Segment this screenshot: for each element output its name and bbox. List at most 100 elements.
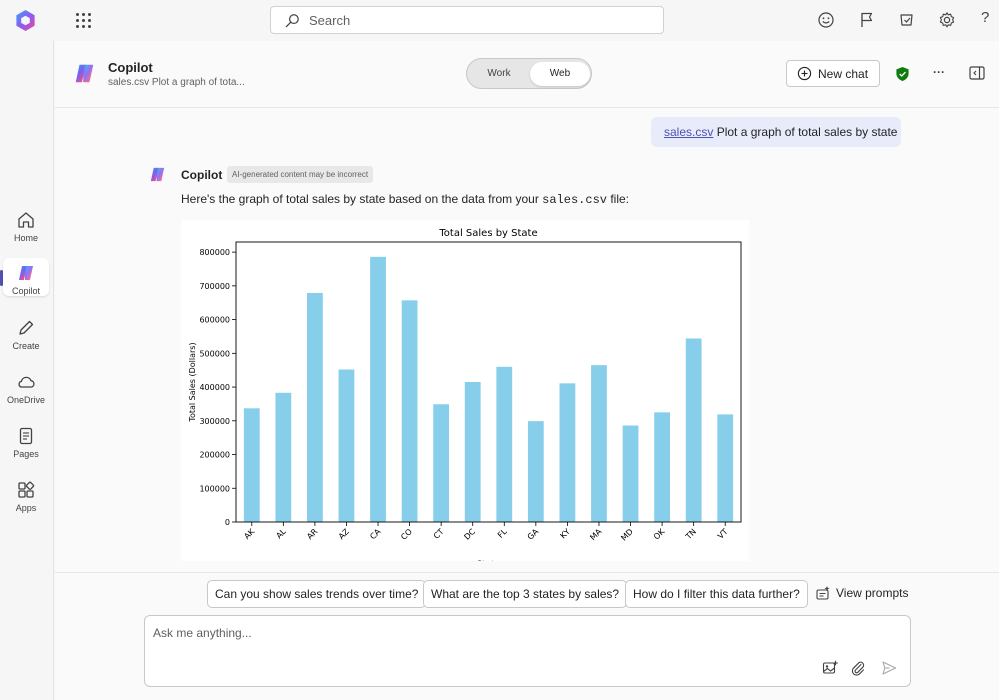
search-box[interactable] bbox=[270, 6, 664, 34]
attach-icon[interactable] bbox=[850, 660, 866, 676]
sales-chart[interactable]: Total Sales by State 0 100000 200000 300000 4… bbox=[181, 220, 749, 561]
app-launcher-icon[interactable] bbox=[73, 10, 93, 30]
feedback-smiley-icon[interactable] bbox=[817, 11, 835, 29]
cloud-icon bbox=[18, 376, 35, 388]
active-indicator bbox=[0, 270, 3, 286]
bar-ga bbox=[527, 421, 544, 522]
add-image-icon[interactable] bbox=[822, 660, 838, 676]
view-prompts-button[interactable]: View prompts bbox=[815, 583, 908, 603]
y-tick-label: 0 bbox=[225, 518, 230, 527]
rail-label: Create bbox=[12, 341, 40, 351]
chat-title: Copilot bbox=[108, 60, 153, 75]
bar-ar bbox=[307, 292, 323, 522]
bar-ca bbox=[370, 256, 386, 522]
rail-label: Pages bbox=[13, 449, 39, 459]
divider bbox=[55, 572, 999, 573]
rail-item-apps[interactable]: Apps bbox=[3, 473, 49, 513]
user-message: sales.csv Plot a graph of total sales by… bbox=[651, 117, 901, 147]
y-tick-label: 200000 bbox=[199, 451, 230, 460]
bar-vt bbox=[717, 414, 734, 522]
toggle-work[interactable]: Work bbox=[487, 68, 511, 79]
send-icon[interactable] bbox=[881, 660, 897, 676]
new-chat-label: New chat bbox=[818, 66, 869, 81]
y-tick-label: 800000 bbox=[199, 248, 230, 257]
rail-item-copilot[interactable]: Copilot bbox=[3, 258, 49, 296]
rail-label: OneDrive bbox=[6, 395, 45, 405]
bar-md bbox=[622, 425, 639, 522]
x-tick-label: CO bbox=[399, 527, 414, 542]
rail-item-home[interactable]: Home bbox=[3, 203, 49, 243]
pen-icon bbox=[19, 320, 34, 335]
x-tick-label: MA bbox=[588, 527, 603, 542]
x-axis-label: State bbox=[477, 560, 501, 561]
y-tick-label: 100000 bbox=[199, 484, 230, 493]
x-tick-label: GA bbox=[526, 527, 541, 542]
tasks-icon[interactable] bbox=[898, 11, 916, 29]
ai-disclaimer-badge: AI-generated content may be incorrect bbox=[227, 166, 374, 183]
bot-text-after: file: bbox=[606, 192, 629, 206]
work-web-toggle[interactable]: Work Web bbox=[466, 58, 592, 89]
main-pane: Copilot sales.csv Plot a graph of tota..… bbox=[55, 41, 999, 700]
x-tick-label: OK bbox=[652, 527, 667, 542]
chat-input-box[interactable] bbox=[144, 615, 911, 687]
shield-icon[interactable] bbox=[895, 66, 910, 82]
bot-message-text: Here's the graph of total sales by state… bbox=[181, 192, 629, 207]
bar-co bbox=[401, 300, 418, 522]
left-rail: Home Copilot Create OneDrive bbox=[0, 41, 54, 700]
suggestion-chip[interactable]: How do I filter this data further? bbox=[625, 580, 808, 608]
bar-ak bbox=[243, 408, 260, 522]
pages-icon bbox=[19, 427, 33, 445]
help-icon[interactable]: ? bbox=[981, 9, 990, 26]
rail-item-onedrive[interactable]: OneDrive bbox=[3, 365, 49, 405]
rail-label: Home bbox=[13, 233, 38, 243]
new-chat-button[interactable]: New chat bbox=[786, 60, 880, 87]
y-tick-label: 500000 bbox=[199, 349, 230, 358]
bar-az bbox=[338, 369, 355, 522]
bar-chart-svg: Total Sales by State 0 100000 200000 300000 4… bbox=[188, 228, 742, 561]
suggestion-chip[interactable]: What are the top 3 states by sales? bbox=[423, 580, 628, 608]
file-link[interactable]: sales.csv bbox=[664, 125, 714, 139]
search-icon bbox=[285, 13, 299, 27]
m365-logo-icon[interactable] bbox=[14, 9, 37, 32]
x-tick-label: FL bbox=[496, 527, 509, 540]
bar-tn bbox=[685, 338, 702, 522]
bar-ok bbox=[654, 412, 670, 522]
bar-ma bbox=[591, 365, 607, 522]
rail-item-pages[interactable]: Pages bbox=[3, 419, 49, 459]
y-tick-label: 700000 bbox=[199, 282, 230, 291]
flag-icon[interactable] bbox=[858, 11, 876, 29]
copilot-avatar-icon bbox=[150, 167, 165, 182]
x-tick-label: TN bbox=[683, 527, 698, 542]
rail-label: Copilot bbox=[11, 286, 40, 296]
chart-title: Total Sales by State bbox=[438, 228, 537, 239]
y-tick-label: 300000 bbox=[199, 417, 230, 426]
plot-frame bbox=[235, 241, 742, 523]
side-panel-icon[interactable] bbox=[969, 66, 985, 80]
bar-ct bbox=[433, 404, 450, 522]
bar-fl bbox=[496, 366, 513, 522]
suggestion-chip[interactable]: Can you show sales trends over time? bbox=[207, 580, 427, 608]
y-tick-label: 400000 bbox=[199, 383, 230, 392]
chat-header: Copilot sales.csv Plot a graph of tota..… bbox=[55, 41, 999, 108]
rail-label: Apps bbox=[15, 503, 37, 513]
more-options-icon[interactable]: ··· bbox=[933, 65, 945, 79]
chat-input[interactable] bbox=[153, 626, 793, 650]
x-tick-label: AK bbox=[242, 527, 256, 541]
top-bar: ? bbox=[0, 0, 999, 41]
settings-icon[interactable] bbox=[938, 11, 956, 29]
search-input[interactable] bbox=[309, 12, 629, 28]
bot-code-filename: sales.csv bbox=[542, 193, 607, 207]
view-prompts-label: View prompts bbox=[836, 586, 909, 600]
toggle-web[interactable]: Web bbox=[530, 62, 590, 86]
y-tick-label: 600000 bbox=[199, 316, 230, 325]
bot-text-before: Here's the graph of total sales by state… bbox=[181, 192, 543, 206]
plus-circle-icon bbox=[797, 66, 812, 81]
rail-item-create[interactable]: Create bbox=[3, 311, 49, 351]
x-tick-label: AL bbox=[274, 527, 288, 541]
x-tick-label: CA bbox=[368, 527, 383, 542]
y-axis-label: Total Sales (Dollars) bbox=[188, 342, 197, 422]
apps-icon bbox=[18, 481, 35, 498]
x-tick-label: DC bbox=[462, 527, 477, 542]
x-tick-label: AR bbox=[305, 527, 319, 541]
x-tick-label: MD bbox=[619, 527, 635, 543]
